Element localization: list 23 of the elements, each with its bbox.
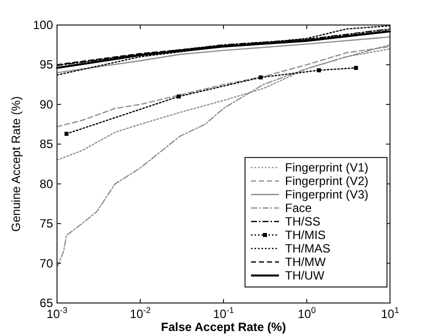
y-tick-label: 65 [40, 296, 54, 310]
legend-label: Fingerprint (V1) [285, 160, 368, 174]
legend-label: TH/MIS [285, 228, 326, 242]
y-axis-title: Genuine Accept Rate (%) [9, 96, 23, 232]
y-tick-label: 75 [40, 216, 54, 231]
y-tick-label: 100 [32, 18, 54, 32]
legend-label: TH/SS [285, 214, 320, 228]
y-tick-label: 85 [40, 137, 54, 152]
y-tick-label: 80 [40, 176, 54, 191]
x-tick-label: 10$^{1}$ [380, 305, 400, 321]
legend-label: Face [285, 201, 312, 215]
legend-label: TH/UW [285, 268, 325, 282]
legend-label: TH/MW [285, 255, 326, 269]
x-tick-label: 10$^{-1}$ [213, 305, 234, 321]
y-tick-label: 95 [40, 58, 54, 72]
legend-label: Fingerprint (V3) [285, 188, 368, 202]
x-axis-title: False Accept Rate (%) [161, 320, 286, 334]
x-tick-label: 10$^{0}$ [298, 305, 316, 321]
legend-label: TH/MAS [285, 242, 330, 256]
y-tick-label: 70 [40, 256, 54, 270]
legend-label: Fingerprint (V2) [285, 174, 368, 188]
x-tick-label: 10$^{-2}$ [130, 305, 151, 321]
y-tick-label: 90 [40, 97, 54, 112]
